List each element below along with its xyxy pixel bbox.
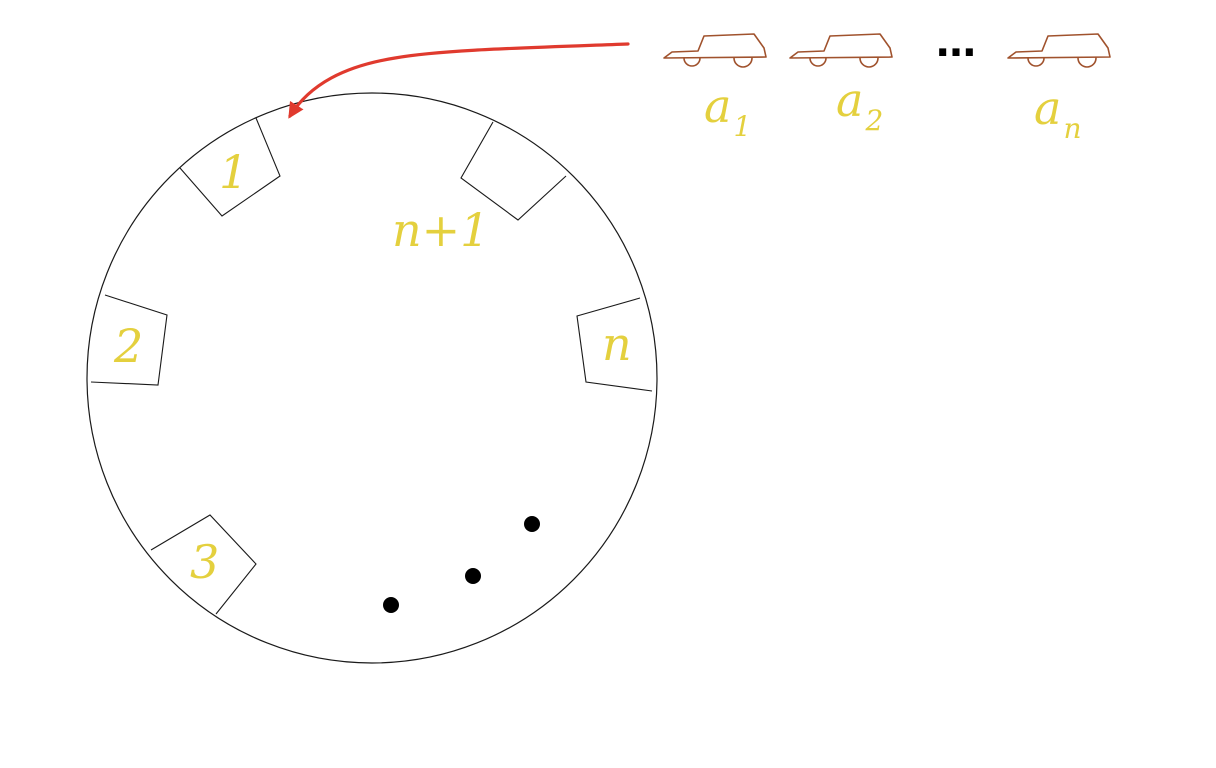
car-label-n: an [1034, 81, 1081, 145]
car-label-sub: 2 [864, 104, 883, 137]
car-icon [789, 33, 893, 68]
ring-circle [86, 92, 658, 664]
continuation-dot [524, 516, 540, 532]
spot-1-label: 1 [219, 145, 248, 199]
car-label-sub: n [1063, 112, 1081, 145]
entry-arrow [288, 42, 630, 119]
queue-ellipsis: … [936, 20, 976, 66]
spot-n-bay [576, 297, 653, 392]
continuation-dot [383, 597, 399, 613]
spot-3-label: 3 [190, 535, 219, 589]
car-label-2: a2 [836, 73, 883, 137]
car-icon [1007, 33, 1111, 68]
car-label-1: a1 [704, 79, 751, 143]
car-icon [663, 33, 767, 68]
spot-n-label: n [602, 317, 632, 371]
continuation-dot [465, 568, 481, 584]
spot-2-label: 2 [113, 319, 143, 373]
car-label-base: a [1034, 81, 1061, 135]
spot-n-plus-1-bay [460, 121, 567, 221]
spot-n-plus-1-label: n+1 [392, 203, 489, 257]
spot-1-bay [179, 117, 281, 217]
spot-3-bay [150, 514, 257, 615]
car-label-base: a [836, 73, 863, 127]
car-label-base: a [704, 79, 731, 133]
spot-2-bay [90, 294, 168, 386]
car-label-sub: 1 [733, 110, 751, 143]
